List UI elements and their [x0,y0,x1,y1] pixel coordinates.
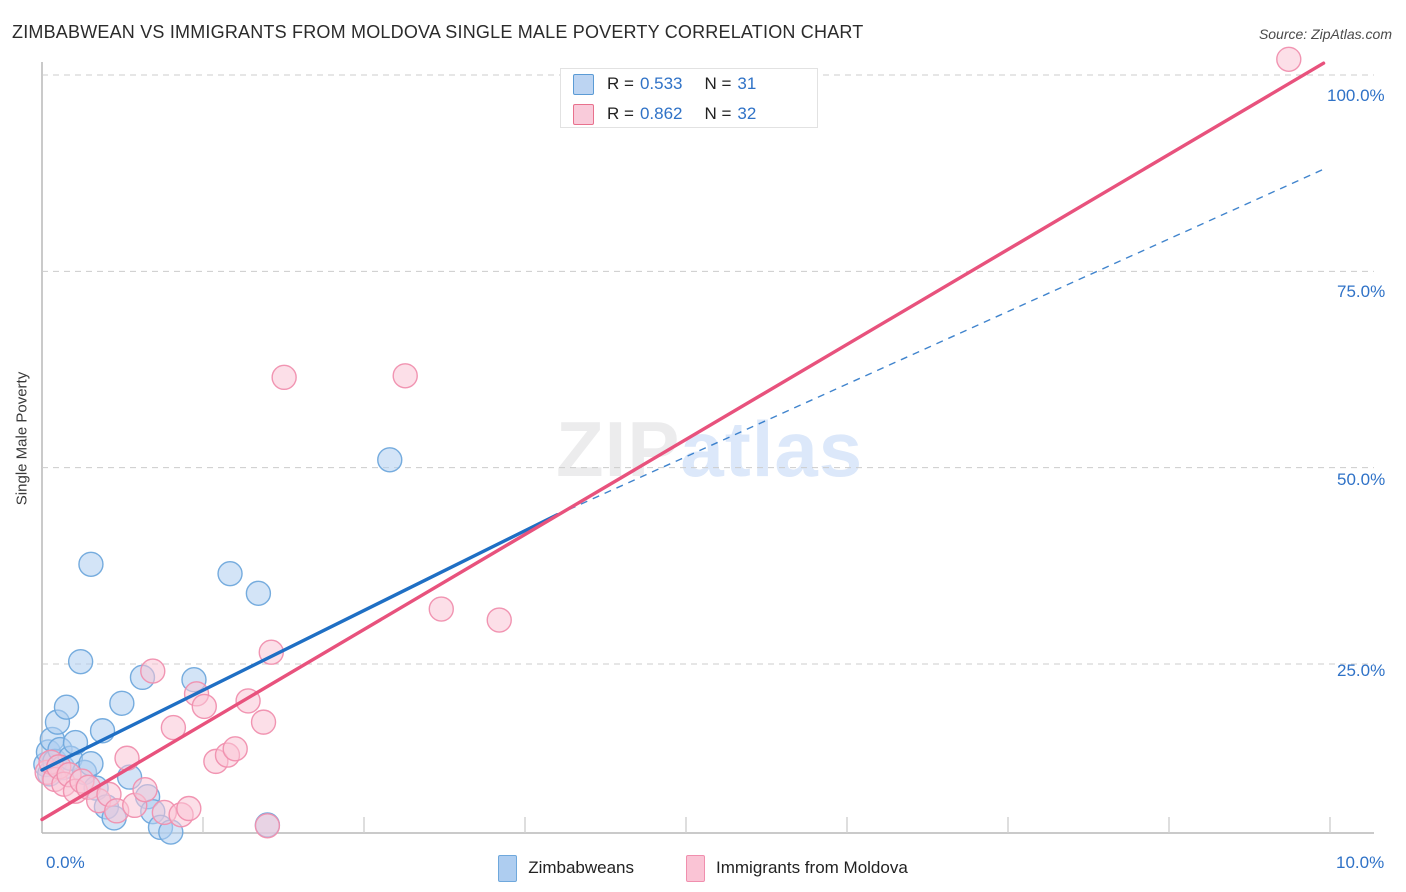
legend-n-label-pink: N = [704,104,732,123]
data-point [176,795,202,822]
legend-r-label-blue: R = [607,74,634,93]
legend-r-value-blue: 0.533 [639,74,683,93]
trendline-solid [40,61,1326,822]
data-point [254,813,281,839]
data-point [392,363,418,389]
data-point [428,596,454,622]
trendlines-layer [40,61,1326,822]
data-point [217,560,243,587]
y-tick-label-75: 75.0% [1337,282,1386,301]
legend-row-zimbabweans: R = 0.533 N = 31 [561,69,817,99]
legend-swatch-blue [573,73,594,95]
legend-n-label-blue: N = [704,74,732,93]
legend-swatch-pink [573,103,594,125]
data-point [132,776,158,803]
data-point [486,607,512,633]
correlation-legend: R = 0.533 N = 31 R = 0.862 N = 32 [560,68,818,128]
data-point [377,447,403,473]
page-title: ZIMBABWEAN VS IMMIGRANTS FROM MOLDOVA SI… [12,22,864,42]
data-point [222,736,248,762]
data-point [250,709,277,735]
y-tick-label-50: 50.0% [1337,470,1386,489]
legend-item-zimbabweans[interactable]: Zimbabweans [498,854,635,882]
x-tick-label-max: 10.0% [1336,853,1385,872]
data-point [271,364,297,391]
data-point [191,693,217,720]
data-point [140,658,166,684]
legend-row-moldova: R = 0.862 N = 32 [561,99,817,129]
legend-swatch-zimbabweans [498,854,518,882]
data-point [78,551,104,577]
y-tick-label-25: 25.0% [1337,661,1386,680]
legend-label-moldova: Immigrants from Moldova [716,858,908,877]
trendline-dashed [556,168,1324,516]
legend-swatch-moldova [686,854,706,882]
data-point [1276,46,1302,72]
data-point [67,648,94,675]
legend-n-value-pink: 32 [737,104,757,123]
legend-n-value-blue: 31 [737,74,757,93]
data-point [53,694,80,720]
data-point [245,580,272,607]
legend-r-value-pink: 0.862 [639,104,683,123]
legend-item-moldova[interactable]: Immigrants from Moldova [686,854,908,882]
data-point [114,745,140,771]
series-legend: Zimbabweans Immigrants from Moldova [0,848,1406,888]
y-tick-label-100: 100.0% [1327,86,1385,105]
source-attribution: Source: ZipAtlas.com [1258,26,1392,42]
legend-r-label-pink: R = [607,104,634,123]
points-layer [33,46,1302,845]
trendline-solid [40,513,559,772]
data-point [160,714,187,741]
data-point [109,690,135,716]
x-tick-label-min: 0.0% [46,853,85,872]
legend-label-zimbabweans: Zimbabweans [528,858,635,877]
